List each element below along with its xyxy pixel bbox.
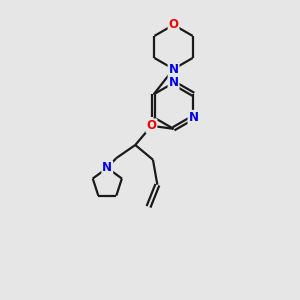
Text: N: N [169,62,178,76]
Text: N: N [102,161,112,175]
Text: O: O [169,18,178,32]
Text: O: O [146,119,157,132]
Text: N: N [169,76,178,89]
Text: N: N [188,111,198,124]
